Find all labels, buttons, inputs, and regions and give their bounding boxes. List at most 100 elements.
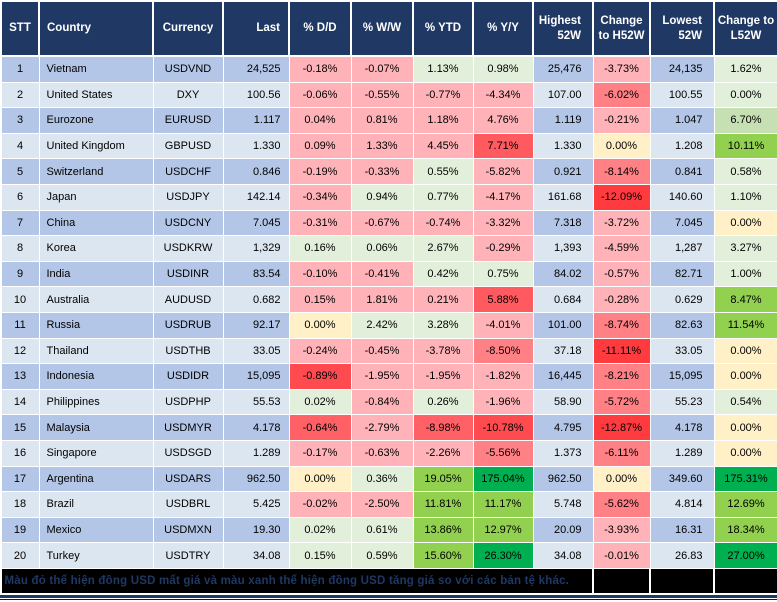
currency-cell: USDARS xyxy=(152,465,224,493)
table-row: 9 India USDINR 83.54 -0.10% -0.41% 0.42% 0.75% 8… xyxy=(0,260,777,288)
chg-h52w-cell: -3.73% xyxy=(592,55,651,83)
chg-l52w-cell: 18.34% xyxy=(713,516,777,544)
last-cell: 100.56 xyxy=(222,81,290,109)
column-header-yy: % Y/Y xyxy=(472,0,534,57)
ww-cell: 0.94% xyxy=(350,183,414,211)
yy-cell: -8.50% xyxy=(472,337,534,365)
country-cell: Australia xyxy=(38,286,154,313)
chg-h52w-cell: -5.72% xyxy=(592,388,651,416)
dd-cell: 0.16% xyxy=(288,235,352,262)
ww-cell: 2.42% xyxy=(350,311,414,339)
currency-cell: GBPUSD xyxy=(152,132,224,160)
table-row: 20 Turkey USDTRY 34.08 0.15% 0.59% 15.60% 26.30… xyxy=(0,542,777,569)
last-cell: 24,525 xyxy=(222,55,290,83)
ww-cell: 0.06% xyxy=(350,235,414,262)
country-cell: Russia xyxy=(38,311,154,339)
h52w-cell: 34.08 xyxy=(532,542,594,569)
h52w-cell: 1.330 xyxy=(532,132,594,160)
currency-cell: USDBRL xyxy=(152,491,224,518)
stt-cell: 20 xyxy=(0,542,40,569)
h52w-cell: 5.748 xyxy=(532,491,594,518)
chg-h52w-cell: -11.11% xyxy=(592,337,651,365)
stt-cell: 15 xyxy=(0,414,40,441)
currency-cell: EURUSD xyxy=(152,107,224,134)
bottom-divider-gap xyxy=(0,593,777,595)
table-row: 13 Indonesia USDIDR 15,095 -0.89% -1.95% -1.95… xyxy=(0,363,777,390)
last-cell: 0.846 xyxy=(222,158,290,185)
dd-cell: -0.06% xyxy=(288,81,352,109)
ww-cell: -0.84% xyxy=(350,388,414,416)
column-header-ytd: % YTD xyxy=(412,0,474,57)
yy-cell: -3.32% xyxy=(472,209,534,237)
last-cell: 5.425 xyxy=(222,491,290,518)
table-row: 11 Russia USDRUB 92.17 0.00% 2.42% 3.28% -4.01%… xyxy=(0,311,777,339)
chg-h52w-cell: -8.14% xyxy=(592,158,651,185)
yy-cell: -5.56% xyxy=(472,439,534,467)
chg-h52w-cell: 0.00% xyxy=(592,132,651,160)
ww-cell: 1.33% xyxy=(350,132,414,160)
chg-h52w-cell: -3.93% xyxy=(592,516,651,544)
stt-cell: 4 xyxy=(0,132,40,160)
stt-cell: 14 xyxy=(0,388,40,416)
chg-h52w-cell: -4.59% xyxy=(592,235,651,262)
ytd-cell: 2.67% xyxy=(412,235,474,262)
ytd-cell: 13.86% xyxy=(412,516,474,544)
column-header-currency: Currency xyxy=(152,0,224,57)
yy-cell: -4.01% xyxy=(472,311,534,339)
chg-h52w-cell: -0.21% xyxy=(592,107,651,134)
column-header-stt: STT xyxy=(0,0,40,57)
ytd-cell: -3.78% xyxy=(412,337,474,365)
dd-cell: -0.17% xyxy=(288,439,352,467)
column-header-ww: % W/W xyxy=(350,0,414,57)
ww-cell: 0.81% xyxy=(350,107,414,134)
l52w-cell: 349.60 xyxy=(649,465,715,493)
yy-cell: -4.34% xyxy=(472,81,534,109)
yy-cell: 4.76% xyxy=(472,107,534,134)
ytd-cell: -0.77% xyxy=(412,81,474,109)
last-cell: 19.30 xyxy=(222,516,290,544)
l52w-cell: 24,135 xyxy=(649,55,715,83)
dd-cell: -0.19% xyxy=(288,158,352,185)
l52w-cell: 100.55 xyxy=(649,81,715,109)
l52w-cell: 33.05 xyxy=(649,337,715,365)
ytd-cell: 1.13% xyxy=(412,55,474,83)
chg-h52w-cell: -8.21% xyxy=(592,363,651,390)
stt-cell: 3 xyxy=(0,107,40,134)
chg-l52w-cell: 6.70% xyxy=(713,107,777,134)
table-row: 6 Japan USDJPY 142.14 -0.34% 0.94% 0.77% -4.17%… xyxy=(0,183,777,211)
table-row: 10 Australia AUDUSD 0.682 0.15% 1.81% 0.21% 5.8… xyxy=(0,286,777,313)
last-cell: 15,095 xyxy=(222,363,290,390)
ww-cell: -0.07% xyxy=(350,55,414,83)
country-cell: Singapore xyxy=(38,439,154,467)
last-cell: 34.08 xyxy=(222,542,290,569)
ytd-cell: 15.60% xyxy=(412,542,474,569)
h52w-cell: 101.00 xyxy=(532,311,594,339)
stt-cell: 8 xyxy=(0,235,40,262)
country-cell: United Kingdom xyxy=(38,132,154,160)
ww-cell: -0.67% xyxy=(350,209,414,237)
ytd-cell: 4.45% xyxy=(412,132,474,160)
ytd-cell: -0.74% xyxy=(412,209,474,237)
currency-cell: USDCNY xyxy=(152,209,224,237)
l52w-cell: 0.841 xyxy=(649,158,715,185)
column-header-chg-l52w: Change to L52W xyxy=(713,0,777,57)
stt-cell: 16 xyxy=(0,439,40,467)
table-row: 19 Mexico USDMXN 19.30 0.02% 0.61% 13.86% 12.97… xyxy=(0,516,777,544)
ytd-cell: -8.98% xyxy=(412,414,474,441)
last-cell: 1.117 xyxy=(222,107,290,134)
ytd-cell: 1.18% xyxy=(412,107,474,134)
l52w-cell: 26.83 xyxy=(649,542,715,569)
currency-cell: USDTRY xyxy=(152,542,224,569)
country-cell: Japan xyxy=(38,183,154,211)
ytd-cell: 0.77% xyxy=(412,183,474,211)
stt-cell: 11 xyxy=(0,311,40,339)
h52w-cell: 1.119 xyxy=(532,107,594,134)
table-row: 17 Argentina USDARS 962.50 0.00% 0.36% 19.05% 1… xyxy=(0,465,777,493)
stt-cell: 6 xyxy=(0,183,40,211)
stt-cell: 2 xyxy=(0,81,40,109)
h52w-cell: 4.795 xyxy=(532,414,594,441)
h52w-cell: 7.318 xyxy=(532,209,594,237)
stt-cell: 13 xyxy=(0,363,40,390)
table-row: 5 Switzerland USDCHF 0.846 -0.19% -0.33% 0.55%… xyxy=(0,158,777,185)
h52w-cell: 20.09 xyxy=(532,516,594,544)
